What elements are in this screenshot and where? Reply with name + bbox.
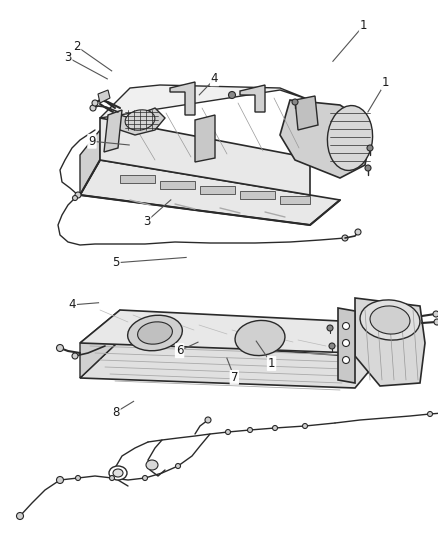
- Polygon shape: [104, 110, 122, 152]
- Polygon shape: [100, 118, 310, 195]
- Text: 7: 7: [230, 371, 238, 384]
- Circle shape: [434, 319, 438, 325]
- Circle shape: [17, 513, 24, 520]
- Polygon shape: [200, 186, 235, 194]
- Polygon shape: [80, 160, 340, 225]
- Polygon shape: [80, 310, 380, 353]
- Polygon shape: [170, 82, 195, 115]
- Text: 5: 5: [113, 256, 120, 269]
- Polygon shape: [195, 115, 215, 162]
- Text: 4: 4: [68, 298, 76, 311]
- Circle shape: [427, 411, 432, 416]
- Ellipse shape: [109, 466, 127, 480]
- Text: 4: 4: [211, 72, 219, 85]
- Circle shape: [329, 343, 335, 349]
- Polygon shape: [280, 196, 310, 204]
- Circle shape: [229, 92, 236, 99]
- Polygon shape: [338, 308, 355, 383]
- Polygon shape: [240, 191, 275, 199]
- Circle shape: [142, 475, 148, 481]
- Polygon shape: [160, 181, 195, 189]
- Circle shape: [272, 425, 278, 431]
- Polygon shape: [355, 298, 425, 386]
- Circle shape: [226, 430, 230, 434]
- Polygon shape: [295, 96, 318, 130]
- Circle shape: [343, 340, 350, 346]
- Circle shape: [355, 229, 361, 235]
- Ellipse shape: [328, 106, 373, 171]
- Circle shape: [367, 145, 373, 151]
- Circle shape: [73, 196, 78, 200]
- Text: 2: 2: [73, 40, 81, 53]
- Text: 1: 1: [268, 357, 276, 370]
- Circle shape: [303, 424, 307, 429]
- Ellipse shape: [146, 460, 158, 470]
- Circle shape: [342, 235, 348, 241]
- Circle shape: [292, 99, 298, 105]
- Ellipse shape: [235, 320, 285, 356]
- Text: 1: 1: [360, 19, 367, 32]
- Ellipse shape: [138, 322, 173, 344]
- Text: 8: 8: [113, 406, 120, 418]
- Ellipse shape: [360, 300, 420, 340]
- Polygon shape: [100, 85, 310, 118]
- Ellipse shape: [127, 315, 182, 351]
- Circle shape: [343, 357, 350, 364]
- Circle shape: [343, 322, 350, 329]
- Polygon shape: [80, 310, 120, 378]
- Circle shape: [92, 100, 98, 106]
- Circle shape: [57, 344, 64, 351]
- Circle shape: [72, 353, 78, 359]
- Polygon shape: [80, 340, 380, 388]
- Text: 1: 1: [381, 76, 389, 89]
- Polygon shape: [280, 100, 370, 178]
- Polygon shape: [120, 175, 155, 183]
- Circle shape: [110, 475, 114, 481]
- Circle shape: [205, 417, 211, 423]
- Circle shape: [75, 475, 81, 481]
- Circle shape: [247, 427, 252, 432]
- Ellipse shape: [370, 306, 410, 334]
- Circle shape: [75, 192, 81, 198]
- Text: 6: 6: [176, 344, 184, 357]
- Ellipse shape: [113, 469, 123, 477]
- Polygon shape: [80, 130, 100, 195]
- Circle shape: [176, 464, 180, 469]
- Text: 3: 3: [64, 51, 71, 64]
- Polygon shape: [240, 85, 265, 112]
- Ellipse shape: [125, 110, 155, 130]
- Polygon shape: [115, 108, 165, 135]
- Text: 9: 9: [88, 135, 96, 148]
- Circle shape: [365, 165, 371, 171]
- Circle shape: [433, 311, 438, 317]
- Polygon shape: [98, 90, 110, 103]
- Circle shape: [327, 325, 333, 331]
- Circle shape: [57, 477, 64, 483]
- Circle shape: [90, 105, 96, 111]
- Text: 3: 3: [143, 215, 150, 228]
